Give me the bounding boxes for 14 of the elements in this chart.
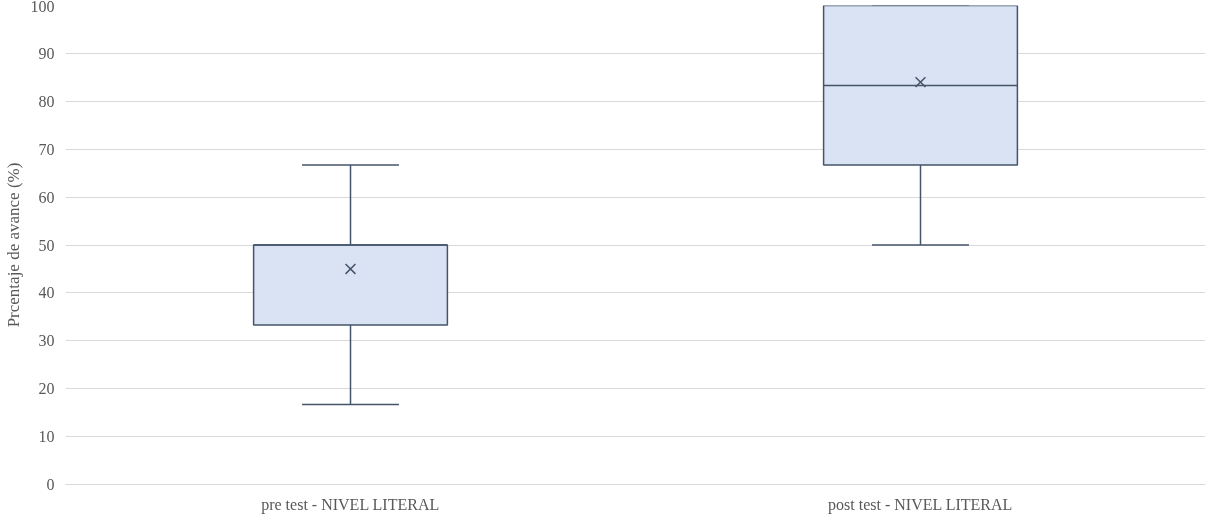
y-axis-title: Prcentaje de avance (%) xyxy=(3,162,23,328)
y-tick-label: 0 xyxy=(46,476,55,493)
y-tick-label: 80 xyxy=(38,92,55,110)
y-tick-label: 20 xyxy=(38,380,55,398)
y-tick-label: 100 xyxy=(30,0,55,15)
y-tick-label: 70 xyxy=(38,140,55,158)
y-tick-label: 30 xyxy=(38,332,55,350)
y-tick-label: 40 xyxy=(38,284,55,302)
y-tick-label: 50 xyxy=(38,236,55,254)
y-tick-label: 90 xyxy=(38,44,55,62)
y-tick-label: 10 xyxy=(38,428,55,446)
y-tick-label: 60 xyxy=(38,188,55,206)
x-tick-label: post test - NIVEL LITERAL xyxy=(828,495,1013,514)
x-tick-label: pre test - NIVEL LITERAL xyxy=(261,495,440,514)
